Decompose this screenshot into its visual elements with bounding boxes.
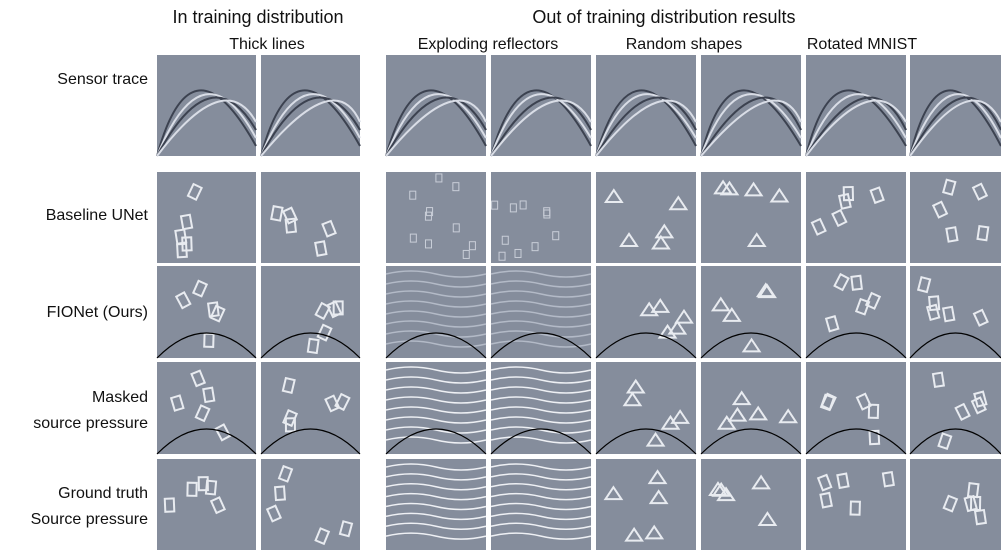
panel-background	[157, 459, 256, 550]
row-label: Sensor trace	[57, 71, 148, 88]
panel-background	[596, 172, 696, 263]
panel-background	[701, 266, 801, 358]
image-panel	[386, 266, 486, 358]
image-panel	[157, 55, 256, 156]
image-panel	[806, 172, 906, 263]
image-panel	[157, 459, 256, 550]
image-panel	[491, 172, 591, 263]
image-panel	[261, 172, 360, 263]
image-panel	[261, 55, 360, 156]
image-panel	[157, 172, 256, 263]
image-panel	[701, 266, 801, 358]
panel-background	[596, 459, 696, 550]
image-panel	[701, 55, 801, 156]
figure: In training distribution Thick lines Out…	[0, 0, 1001, 550]
column-title: Thick lines	[229, 36, 305, 53]
image-panel	[701, 172, 801, 263]
panel-background	[261, 266, 360, 358]
image-panel	[261, 362, 360, 454]
image-panel	[806, 362, 906, 454]
panel-background	[701, 55, 801, 156]
group-title: Out of training distribution results	[532, 7, 795, 27]
image-panel	[806, 266, 906, 358]
panel-background	[596, 266, 696, 358]
row-label: Baseline UNet	[46, 207, 149, 224]
panel-background	[806, 172, 906, 263]
image-panel	[910, 459, 1001, 550]
panel-background	[157, 266, 256, 358]
image-panel	[491, 55, 591, 156]
image-panel	[386, 172, 486, 263]
image-panel	[596, 266, 696, 358]
image-panel	[386, 459, 486, 550]
image-panel	[596, 459, 696, 550]
column-title: Exploding reflectors	[418, 36, 559, 53]
row-label: Source pressure	[31, 511, 148, 528]
column-title: Random shapes	[626, 36, 743, 53]
image-panel	[157, 362, 256, 454]
panel-background	[261, 172, 360, 263]
column-title: Rotated MNIST	[807, 36, 917, 53]
image-panel	[386, 362, 486, 454]
image-panel	[910, 172, 1001, 263]
row-label: source pressure	[33, 415, 148, 432]
image-panel	[491, 459, 591, 550]
image-panel	[386, 55, 486, 156]
panel-background	[157, 172, 256, 263]
panel-background	[701, 362, 801, 454]
group-title: In training distribution	[172, 7, 343, 27]
panel-background	[701, 459, 801, 550]
image-panel	[701, 362, 801, 454]
image-panel	[701, 459, 801, 550]
panel-background	[261, 55, 360, 156]
image-panel	[157, 266, 256, 358]
image-panel	[491, 266, 591, 358]
image-panel	[261, 459, 360, 550]
row-label: FIONet (Ours)	[47, 304, 148, 321]
image-panel	[596, 362, 696, 454]
image-panel	[806, 459, 906, 550]
image-panel	[910, 266, 1001, 358]
panel-background	[386, 55, 486, 156]
row-label: Masked	[92, 389, 148, 406]
image-panel	[596, 172, 696, 263]
image-panel	[806, 55, 906, 156]
image-panel	[910, 362, 1001, 454]
image-panel	[261, 266, 360, 358]
image-panel	[596, 55, 696, 156]
image-panel	[910, 55, 1001, 156]
image-panel	[491, 362, 591, 454]
row-label: Ground truth	[58, 485, 148, 502]
panel-background	[491, 172, 591, 263]
panel-background	[910, 172, 1001, 263]
panel-background	[596, 362, 696, 454]
panel-background	[910, 266, 1001, 358]
